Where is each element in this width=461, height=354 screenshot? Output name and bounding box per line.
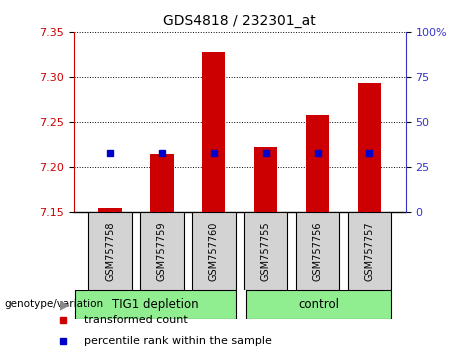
Text: percentile rank within the sample: percentile rank within the sample <box>84 336 272 346</box>
Text: GSM757755: GSM757755 <box>260 222 271 281</box>
Bar <box>254 147 278 212</box>
Bar <box>98 208 122 212</box>
Text: genotype/variation: genotype/variation <box>5 299 104 309</box>
Bar <box>88 212 132 290</box>
Bar <box>306 115 329 212</box>
Bar <box>247 290 391 319</box>
Bar <box>202 52 225 212</box>
Text: transformed count: transformed count <box>84 315 188 325</box>
Bar <box>150 154 174 212</box>
Bar <box>348 212 391 290</box>
Bar <box>244 212 288 290</box>
Bar <box>140 212 183 290</box>
Text: GSM757759: GSM757759 <box>157 222 167 281</box>
Text: GSM757756: GSM757756 <box>313 222 323 281</box>
Bar <box>296 212 339 290</box>
Text: ▶: ▶ <box>60 298 69 311</box>
Text: GSM757758: GSM757758 <box>105 222 115 281</box>
Bar <box>192 212 236 290</box>
Text: GSM757760: GSM757760 <box>209 222 219 281</box>
Text: GSM757757: GSM757757 <box>364 222 374 281</box>
Text: control: control <box>298 298 339 311</box>
Title: GDS4818 / 232301_at: GDS4818 / 232301_at <box>163 14 316 28</box>
Text: TIG1 depletion: TIG1 depletion <box>112 298 199 311</box>
Bar <box>75 290 236 319</box>
Bar <box>358 83 381 212</box>
